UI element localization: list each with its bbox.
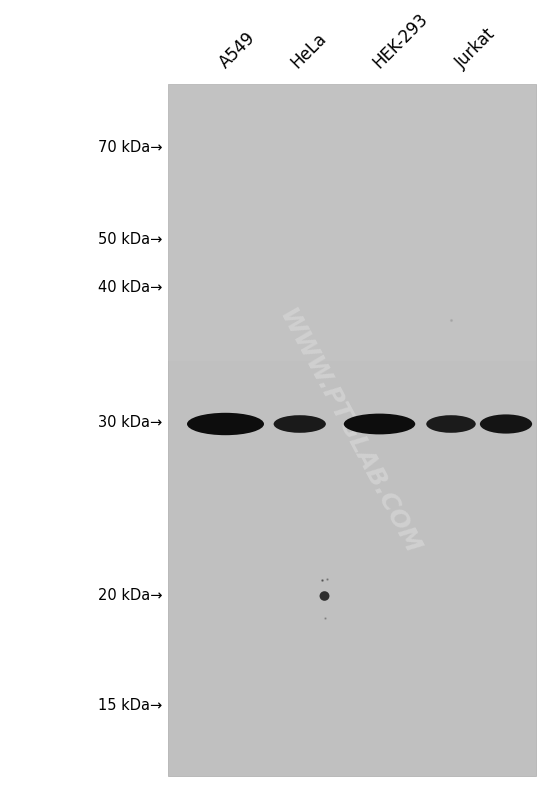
Text: 15 kDa→: 15 kDa→ bbox=[98, 698, 162, 713]
Text: A549: A549 bbox=[216, 29, 258, 72]
Text: HEK-293: HEK-293 bbox=[370, 10, 432, 72]
Text: 30 kDa→: 30 kDa→ bbox=[98, 415, 162, 430]
Ellipse shape bbox=[187, 413, 264, 435]
Ellipse shape bbox=[274, 415, 326, 433]
Bar bbox=[168, 84, 536, 361]
Text: 70 kDa→: 70 kDa→ bbox=[98, 141, 162, 155]
Text: HeLa: HeLa bbox=[287, 30, 329, 72]
Text: WWW.PTGLAB.COM: WWW.PTGLAB.COM bbox=[274, 306, 424, 558]
Text: 40 kDa→: 40 kDa→ bbox=[98, 281, 162, 295]
Ellipse shape bbox=[426, 415, 476, 433]
Ellipse shape bbox=[344, 414, 415, 434]
Text: 50 kDa→: 50 kDa→ bbox=[98, 233, 162, 247]
Text: Jurkat: Jurkat bbox=[452, 25, 499, 72]
Text: 20 kDa→: 20 kDa→ bbox=[98, 589, 162, 603]
Ellipse shape bbox=[320, 591, 329, 601]
Bar bbox=[168, 84, 536, 776]
Ellipse shape bbox=[480, 414, 532, 434]
